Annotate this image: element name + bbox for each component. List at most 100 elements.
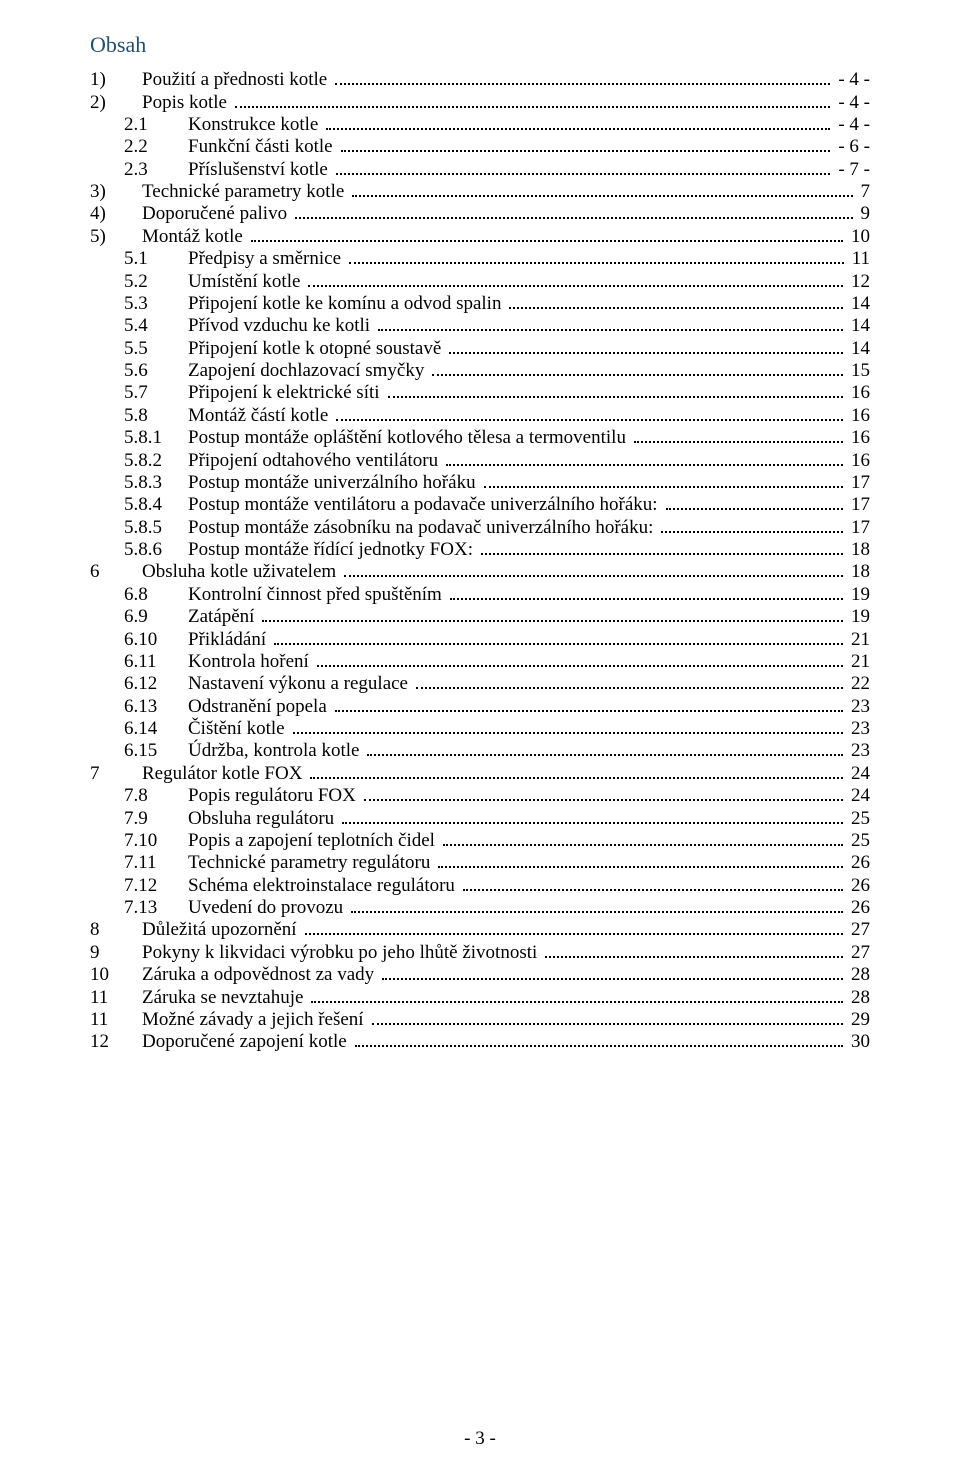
toc-number: 5.8.6 — [124, 540, 188, 559]
toc-title: Funkční části kotle — [188, 137, 337, 156]
toc-title: Připojení k elektrické síti — [188, 383, 384, 402]
toc-leader — [341, 137, 831, 152]
toc-number: 6.8 — [124, 585, 188, 604]
toc-page: 11 — [848, 249, 870, 268]
toc-title: Kontrola hoření — [188, 652, 313, 671]
toc-number: 7.11 — [124, 853, 188, 872]
toc-page: - 4 - — [834, 115, 870, 134]
toc-page: 24 — [847, 786, 870, 805]
toc-title: Odstranění popela — [188, 697, 331, 716]
toc-page: 27 — [847, 943, 870, 962]
toc-number: 10 — [90, 965, 142, 984]
toc-page: 18 — [847, 540, 870, 559]
toc-row: 5.6Zapojení dochlazovací smyčky15 — [90, 361, 870, 380]
toc-row: 7.9Obsluha regulátoru25 — [90, 808, 870, 827]
toc-title: Předpisy a směrnice — [188, 249, 345, 268]
toc-row: 11Záruka se nevztahuje 28 — [90, 987, 870, 1006]
toc-page: 14 — [847, 294, 870, 313]
toc-page: 26 — [847, 898, 870, 917]
toc-page: 14 — [847, 339, 870, 358]
toc-row: 2.2Funkční části kotle- 6 - — [90, 137, 870, 156]
toc-number: 5.8.4 — [124, 495, 188, 514]
toc-leader — [378, 316, 843, 331]
toc-page: 18 — [847, 562, 870, 581]
toc-page: 16 — [847, 428, 870, 447]
toc-leader — [335, 697, 843, 712]
toc-leader — [438, 853, 843, 868]
toc-number: 5.8.1 — [124, 428, 188, 447]
toc-page: 30 — [847, 1032, 870, 1051]
toc-number: 5.8.5 — [124, 518, 188, 537]
toc-title: Popis a zapojení teplotních čidel — [188, 831, 439, 850]
toc-row: 5.8.3Postup montáže univerzálního hořáku… — [90, 473, 870, 492]
toc-row: 4)Doporučené palivo9 — [90, 204, 870, 223]
toc-page: 28 — [847, 988, 870, 1007]
toc-page: 16 — [847, 451, 870, 470]
toc-number: 5) — [90, 227, 142, 246]
toc-page: 17 — [847, 518, 870, 537]
toc-title: Připojení odtahového ventilátoru — [188, 451, 442, 470]
toc-page: 17 — [847, 495, 870, 514]
table-of-contents: 1)Použití a přednosti kotle- 4 -2)Popis … — [90, 70, 870, 1051]
toc-number: 6.10 — [124, 630, 188, 649]
toc-row: 11Možné závady a jejich řešení29 — [90, 1010, 870, 1029]
toc-number: 7.12 — [124, 876, 188, 895]
toc-title: Postup montáže univerzálního hořáku — [188, 473, 480, 492]
toc-row: 6.13Odstranění popela23 — [90, 697, 870, 716]
toc-page: - 7 - — [834, 160, 870, 179]
toc-title: Důležitá upozornění — [142, 920, 301, 939]
toc-leader — [349, 249, 844, 264]
toc-title: Doporučené zapojení kotle — [142, 1032, 351, 1051]
toc-number: 6 — [90, 562, 142, 581]
toc-title: Technické parametry regulátoru — [188, 853, 434, 872]
toc-number: 5.3 — [124, 294, 188, 313]
toc-leader — [305, 920, 843, 935]
toc-leader — [367, 741, 843, 756]
toc-leader — [661, 518, 843, 533]
toc-leader — [235, 92, 830, 107]
section-heading: Obsah — [90, 32, 870, 58]
toc-number: 6.11 — [124, 652, 188, 671]
toc-leader — [463, 876, 843, 891]
toc-title: Pokyny k likvidaci výrobku po jeho lhůtě… — [142, 943, 541, 962]
toc-number: 5.8.3 — [124, 473, 188, 492]
toc-number: 5.8.2 — [124, 451, 188, 470]
toc-page: 26 — [847, 876, 870, 895]
toc-number: 1) — [90, 70, 142, 89]
toc-leader — [634, 428, 843, 443]
toc-number: 2.2 — [124, 137, 188, 156]
toc-page: 10 — [847, 227, 870, 246]
toc-row: 1)Použití a přednosti kotle- 4 - — [90, 70, 870, 89]
toc-leader — [355, 1032, 843, 1047]
toc-title: Záruka se nevztahuje — [142, 988, 307, 1007]
toc-title: Uvedení do provozu — [188, 898, 347, 917]
toc-row: 5.2Umístění kotle12 — [90, 271, 870, 290]
toc-row: 5)Montáž kotle 10 — [90, 227, 870, 246]
toc-page: 26 — [847, 853, 870, 872]
toc-row: 5.5Připojení kotle k otopné soustavě14 — [90, 339, 870, 358]
toc-leader — [262, 607, 843, 622]
toc-number: 2) — [90, 93, 142, 112]
toc-title: Postup montáže řídící jednotky FOX: — [188, 540, 477, 559]
toc-number: 7.9 — [124, 809, 188, 828]
toc-row: 6.11Kontrola hoření21 — [90, 652, 870, 671]
toc-leader — [545, 943, 843, 958]
toc-title: Kontrolní činnost před spuštěním — [188, 585, 446, 604]
toc-number: 11 — [90, 988, 142, 1007]
toc-leader — [509, 294, 843, 309]
toc-leader — [372, 1010, 843, 1025]
toc-row: 5.8Montáž částí kotle16 — [90, 406, 870, 425]
toc-title: Montáž kotle — [142, 227, 247, 246]
toc-leader — [326, 115, 830, 130]
toc-number: 6.13 — [124, 697, 188, 716]
toc-title: Regulátor kotle FOX — [142, 764, 306, 783]
toc-row: 2)Popis kotle- 4 - — [90, 92, 870, 111]
toc-row: 5.8.4Postup montáže ventilátoru a podava… — [90, 495, 870, 514]
toc-number: 7 — [90, 764, 142, 783]
page-footer: - 3 - — [0, 1428, 960, 1450]
toc-row: 5.8.1Postup montáže opláštění kotlového … — [90, 428, 870, 447]
toc-title: Připojení kotle k otopné soustavě — [188, 339, 445, 358]
toc-number: 6.9 — [124, 607, 188, 626]
toc-leader — [484, 473, 843, 488]
toc-leader — [449, 339, 843, 354]
